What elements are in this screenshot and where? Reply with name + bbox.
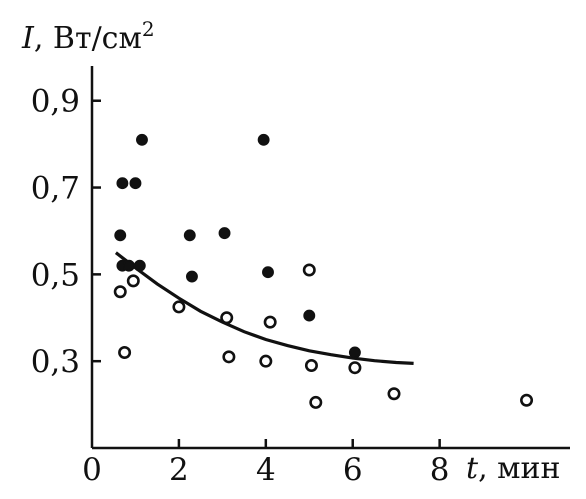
- x-tick-label: 0: [82, 452, 102, 488]
- data-point-open: [263, 315, 277, 329]
- data-point-open: [118, 345, 132, 359]
- ticks: [92, 99, 441, 448]
- data-point-filled: [303, 309, 316, 322]
- data-point-open: [309, 395, 323, 409]
- data-point-filled: [122, 259, 135, 272]
- data-point-open: [348, 361, 362, 375]
- x-axis-variable: t: [466, 451, 479, 486]
- data-point-open: [172, 300, 186, 314]
- data-point-open: [220, 311, 234, 325]
- y-axis-unit-superscript: 2: [142, 17, 155, 41]
- data-point-open: [259, 354, 273, 368]
- data-point-filled: [218, 227, 231, 240]
- y-axis-unit: , Вт/см: [34, 21, 142, 56]
- data-point-open: [520, 393, 534, 407]
- data-point-filled: [136, 133, 148, 146]
- y-tick-label: 0,3: [31, 344, 80, 380]
- y-tick-label: 0,9: [31, 84, 80, 120]
- data-point-filled: [257, 133, 270, 146]
- data-point-open: [302, 263, 316, 277]
- data-point-open: [126, 274, 140, 288]
- data-point-open: [304, 359, 318, 373]
- data-point-filled: [262, 266, 274, 279]
- x-tick-label: 6: [343, 452, 363, 488]
- tick-labels: 0 2 4 6 8 0,3 0,5 0,7 0,9: [31, 84, 450, 488]
- y-tick-label: 0,5: [31, 257, 80, 293]
- y-axis-title: I, Вт/см2: [21, 17, 155, 56]
- data-point-filled: [183, 229, 196, 242]
- x-tick-label: 2: [169, 452, 189, 488]
- x-tick-label: 4: [256, 452, 276, 488]
- data-point-filled: [116, 177, 129, 190]
- x-axis-unit: , мин: [478, 451, 560, 486]
- data-points: [113, 133, 534, 409]
- data-point-open: [222, 350, 236, 364]
- y-axis-variable: I: [21, 21, 35, 56]
- data-point-filled: [348, 346, 361, 359]
- y-tick-label: 0,7: [31, 171, 80, 207]
- x-axis-title: t, мин: [466, 451, 560, 486]
- trend-line: [114, 251, 414, 365]
- data-point-filled: [133, 259, 146, 272]
- x-tick-label: 8: [430, 452, 450, 488]
- data-point-open: [387, 387, 401, 401]
- data-point-open: [113, 285, 127, 299]
- data-point-filled: [129, 177, 142, 190]
- data-point-filled: [114, 229, 127, 242]
- plot-area: 0 2 4 6 8 0,3 0,5 0,7 0,9: [31, 66, 570, 488]
- data-point-filled: [185, 270, 198, 283]
